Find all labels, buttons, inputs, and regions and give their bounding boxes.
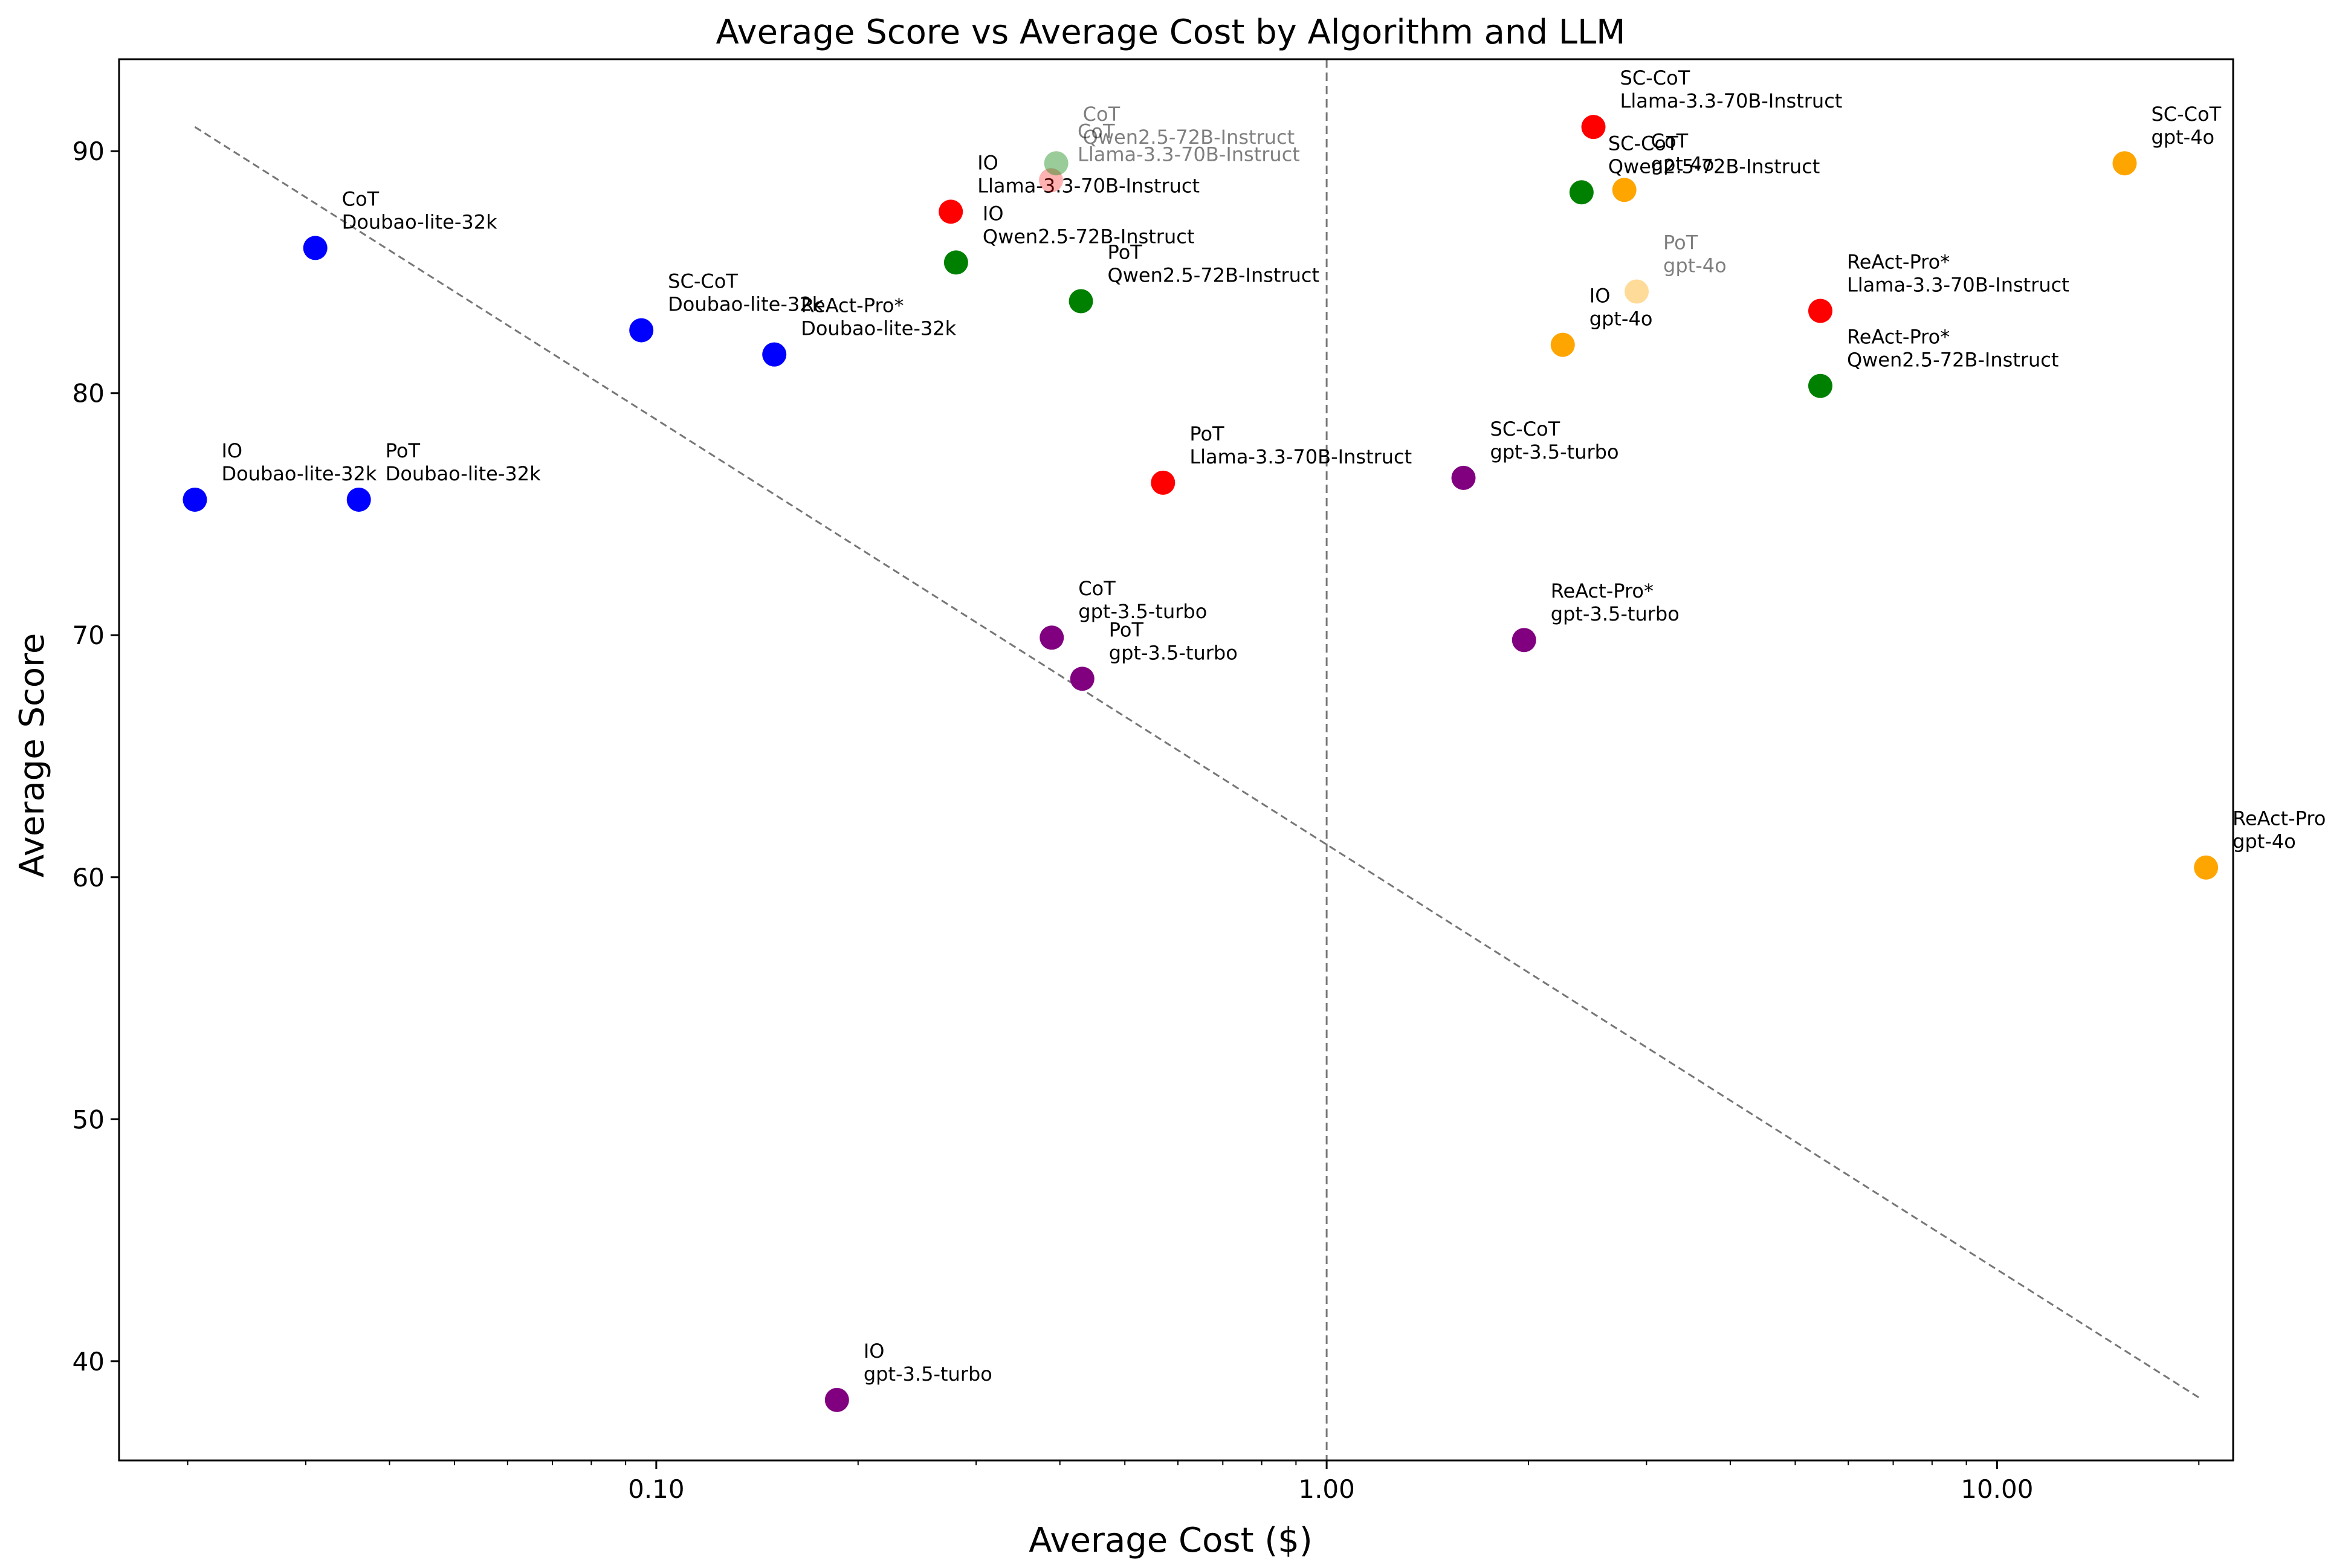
point-label-llm: gpt-3.5-turbo — [1078, 600, 1207, 623]
point-label-llm: Llama-3.3-70B-Instruct — [1078, 143, 1300, 166]
data-point — [1069, 289, 1093, 314]
x-axis-label: Average Cost ($) — [1029, 1521, 1312, 1560]
data-point — [1625, 279, 1649, 304]
chart-title: Average Score vs Average Cost by Algorit… — [716, 13, 1626, 52]
data-point — [1612, 178, 1637, 202]
point-label-llm: Llama-3.3-70B-Instruct — [977, 174, 1200, 197]
data-point — [1039, 168, 1064, 193]
point-label-algorithm: PoT — [1109, 618, 1144, 641]
plot-frame — [118, 58, 2234, 1462]
point-label-llm: Doubao-lite-32k — [668, 293, 823, 316]
data-point — [1451, 465, 1476, 490]
y-axis-label: Average Score — [13, 633, 52, 878]
data-point — [1808, 298, 1832, 323]
data-point — [1569, 180, 1594, 205]
x-tick-label: 1.00 — [1298, 1474, 1355, 1504]
data-point — [1808, 373, 1832, 398]
y-tick-label: 60 — [73, 863, 105, 892]
point-label-llm: Doubao-lite-32k — [386, 462, 541, 485]
trend-line — [194, 126, 2200, 1399]
point-label-algorithm: IO — [983, 202, 1004, 225]
data-point — [762, 342, 787, 367]
point-label-llm: gpt-3.5-turbo — [864, 1363, 992, 1386]
data-point — [943, 250, 968, 275]
point-label-llm: Qwen2.5-72B-Instruct — [1083, 126, 1295, 149]
point-label-llm: gpt-4o — [1663, 254, 1727, 277]
point-label-llm: Llama-3.3-70B-Instruct — [1847, 274, 2069, 297]
y-tick-label: 40 — [73, 1347, 105, 1376]
point-label-algorithm: SC-CoT — [668, 270, 738, 293]
y-tick-label: 80 — [73, 379, 105, 408]
y-tick-label: 70 — [73, 621, 105, 650]
data-point — [1044, 151, 1069, 176]
point-label-algorithm: SC-CoT — [2151, 103, 2221, 126]
data-point — [824, 1387, 849, 1412]
point-label-algorithm: ReAct-Pro* — [1847, 326, 1950, 349]
point-label-llm: Llama-3.3-70B-Instruct — [1620, 89, 1843, 112]
point-label-llm: gpt-4o — [1651, 152, 1715, 175]
point-label-algorithm: CoT — [1651, 129, 1689, 152]
data-point — [1040, 625, 1064, 650]
point-label-algorithm: CoT — [1083, 103, 1120, 126]
y-tick-label: 90 — [73, 137, 105, 166]
data-point — [303, 236, 328, 260]
point-label-llm: Qwen2.5-72B-Instruct — [1108, 264, 1319, 287]
point-label-algorithm: CoT — [342, 187, 380, 210]
point-label-algorithm: CoT — [1078, 577, 1116, 600]
data-point — [183, 487, 207, 512]
point-label-algorithm: ReAct-Pro* — [801, 294, 904, 317]
y-tick-label: 50 — [73, 1105, 105, 1134]
point-label-algorithm: SC-CoT — [1620, 66, 1690, 89]
point-label-llm: gpt-3.5-turbo — [1551, 602, 1680, 625]
point-label-llm: gpt-4o — [2233, 830, 2296, 853]
point-label-algorithm: PoT — [1108, 241, 1143, 264]
point-label-algorithm: ReAct-Pro* — [1847, 251, 1950, 274]
point-label-algorithm: IO — [864, 1340, 885, 1363]
point-label-llm: Doubao-lite-32k — [801, 317, 956, 340]
point-label-llm: gpt-4o — [2151, 126, 2214, 149]
point-label-algorithm: PoT — [1189, 422, 1224, 445]
data-point — [2112, 151, 2137, 176]
point-label-algorithm: IO — [221, 439, 242, 462]
point-label-llm: Llama-3.3-70B-Instruct — [1189, 445, 1412, 468]
data-point — [1581, 115, 1606, 140]
point-label-algorithm: ReAct-Pro* — [1551, 579, 1654, 602]
point-label-llm: gpt-3.5-turbo — [1490, 440, 1619, 463]
plot-area: IODoubao-lite-32kCoTDoubao-lite-32kPoTDo… — [73, 58, 2325, 1504]
data-point — [346, 487, 371, 512]
point-label-algorithm: PoT — [1663, 231, 1698, 254]
point-label-llm: gpt-3.5-turbo — [1109, 641, 1238, 664]
x-tick-label: 0.10 — [628, 1474, 685, 1504]
data-point — [1151, 470, 1175, 495]
data-point — [1550, 332, 1575, 357]
point-label-llm: Qwen2.5-72B-Instruct — [1608, 155, 1820, 178]
point-label-llm: Doubao-lite-32k — [221, 462, 377, 485]
point-label-algorithm: SC-CoT — [1608, 132, 1678, 155]
point-label-algorithm: IO — [1589, 285, 1611, 308]
data-point — [2194, 855, 2219, 880]
data-point — [1512, 628, 1536, 653]
point-label-algorithm: SC-CoT — [1490, 418, 1560, 440]
data-point — [629, 318, 654, 343]
point-label-llm: Qwen2.5-72B-Instruct — [1847, 349, 2059, 372]
point-label-algorithm: CoT — [1078, 120, 1115, 143]
point-label-algorithm: ReAct-Pro* — [2233, 807, 2325, 830]
point-label-llm: gpt-4o — [1589, 308, 1653, 331]
x-tick-label: 10.00 — [1961, 1474, 2033, 1504]
point-label-llm: Qwen2.5-72B-Instruct — [983, 225, 1195, 248]
point-label-algorithm: IO — [977, 151, 998, 174]
data-point — [939, 199, 963, 224]
point-label-algorithm: PoT — [386, 439, 421, 462]
data-point — [1070, 666, 1095, 691]
point-label-llm: Doubao-lite-32k — [342, 210, 497, 233]
